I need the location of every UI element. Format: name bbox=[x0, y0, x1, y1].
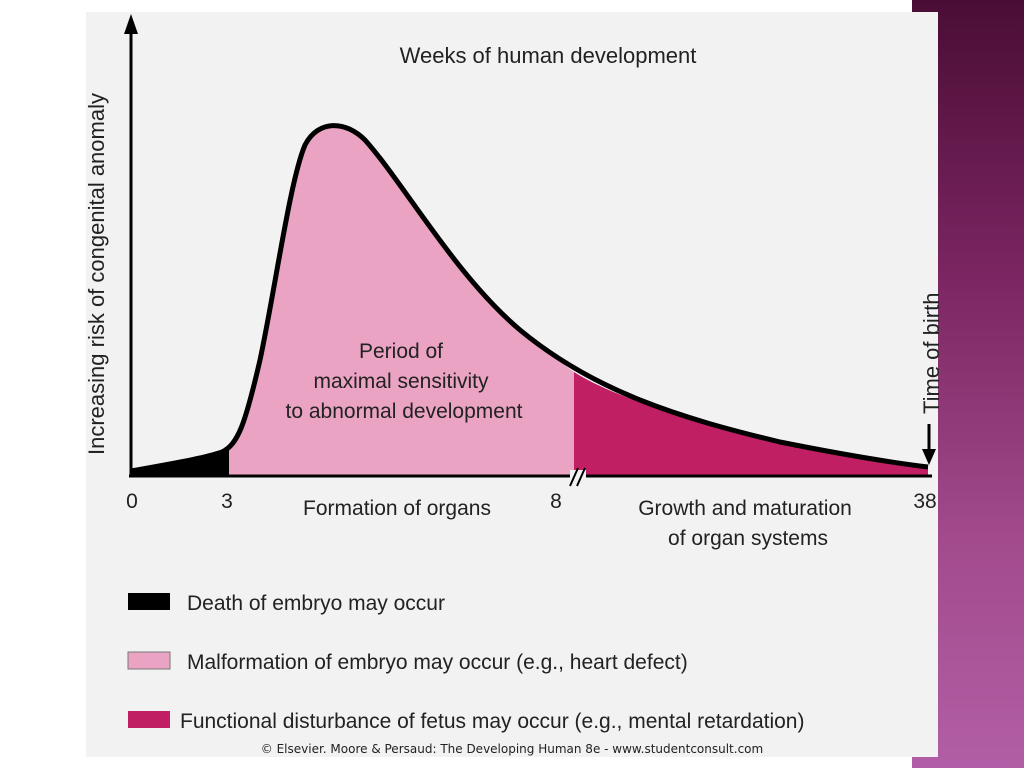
legend-label-malformation: Malformation of embryo may occur (e.g., … bbox=[187, 651, 688, 674]
birth-label: Time of birth bbox=[919, 293, 944, 414]
axis-break-mark-2 bbox=[576, 467, 586, 487]
growth-label-line1: Growth and maturation bbox=[638, 497, 852, 520]
area-malformation bbox=[229, 125, 574, 475]
risk-curve-line bbox=[130, 123, 929, 474]
legend-swatch-malformation bbox=[127, 651, 171, 670]
x-tick-0: 0 bbox=[126, 490, 138, 513]
legend-label-functional: Functional disturbance of fetus may occu… bbox=[180, 710, 804, 733]
center-label-line2: maximal sensitivity bbox=[313, 370, 489, 393]
birth-arrow-head bbox=[922, 449, 936, 465]
legend-swatch-functional bbox=[128, 711, 170, 728]
x-tick-8: 8 bbox=[550, 490, 562, 513]
formation-label: Formation of organs bbox=[303, 497, 491, 520]
legend-label-death: Death of embryo may occur bbox=[187, 592, 445, 615]
center-label-line3: to abnormal development bbox=[286, 400, 523, 423]
y-axis-arrow bbox=[124, 14, 138, 34]
copyright-credit: © Elsevier. Moore & Persaud: The Develop… bbox=[260, 742, 764, 756]
x-tick-38: 38 bbox=[913, 490, 936, 513]
y-axis-label: Increasing risk of congenital anomaly bbox=[84, 93, 109, 455]
chart-title: Weeks of human development bbox=[400, 43, 697, 68]
axis-break-mark-1 bbox=[569, 467, 579, 487]
center-label-line1: Period of bbox=[359, 340, 443, 363]
area-functional-disturbance bbox=[574, 372, 928, 475]
legend-swatch-death bbox=[128, 593, 170, 610]
growth-label-line2: of organ systems bbox=[668, 527, 828, 550]
x-tick-3: 3 bbox=[221, 490, 233, 513]
